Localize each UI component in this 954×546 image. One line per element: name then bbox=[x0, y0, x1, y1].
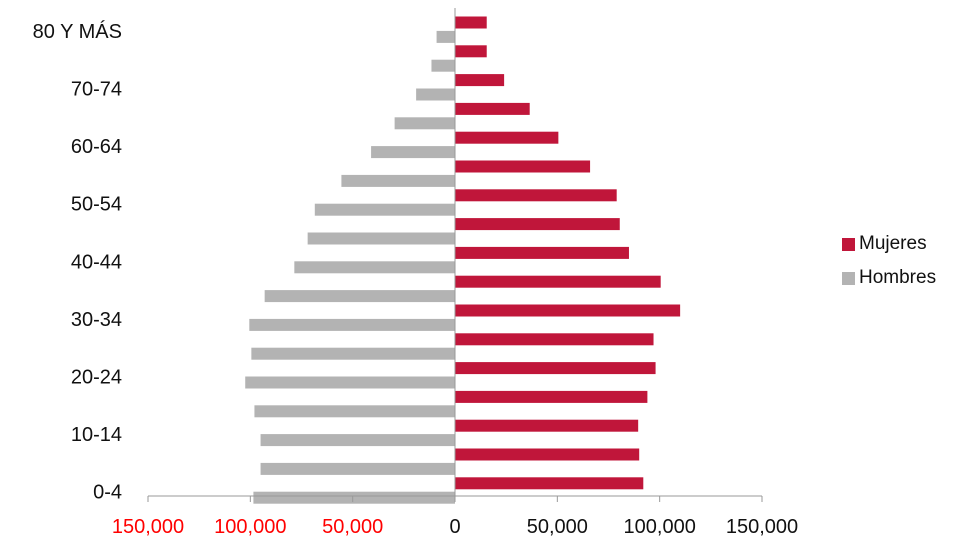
x-tick-label: 150,000 bbox=[112, 516, 184, 538]
y-tick-label: 20-24 bbox=[71, 367, 122, 389]
bar-mujeres-30-34 bbox=[455, 304, 681, 317]
y-tick-label: 10-14 bbox=[71, 424, 122, 446]
bar-hombres-0-4 bbox=[253, 491, 455, 504]
bar-mujeres-0-4 bbox=[455, 477, 644, 490]
legend-label-mujeres: Mujeres bbox=[859, 233, 927, 254]
axes-group bbox=[147, 8, 763, 502]
bar-mujeres-15-19 bbox=[455, 390, 648, 403]
bar-mujeres-25-29 bbox=[455, 333, 654, 346]
bar-mujeres-40-44 bbox=[455, 246, 629, 259]
y-tick-label: 80 Y MÁS bbox=[33, 20, 122, 43]
x-tick-label: 0 bbox=[449, 516, 460, 538]
legend-swatch-mujeres bbox=[842, 237, 855, 251]
bar-hombres-30-34 bbox=[249, 318, 455, 331]
legend-item-hombres: Hombres bbox=[842, 267, 937, 288]
x-tick-label: 100,000 bbox=[624, 516, 696, 538]
x-tick-label: 50,000 bbox=[527, 516, 588, 538]
bar-hombres-25-29 bbox=[251, 347, 455, 360]
legend-label-hombres: Hombres bbox=[859, 267, 937, 288]
bar-hombres-20-24 bbox=[245, 376, 455, 389]
bar-mujeres-80 Y MÁS bbox=[455, 16, 487, 29]
legend-item-mujeres: Mujeres bbox=[842, 233, 936, 254]
x-tick-label: 150,000 bbox=[726, 516, 798, 538]
bar-mujeres-45-49 bbox=[455, 218, 620, 231]
bar-hombres-40-44 bbox=[294, 261, 455, 274]
x-tick-label: 100,000 bbox=[214, 516, 286, 538]
bar-mujeres-10-14 bbox=[455, 419, 639, 432]
bar-mujeres-70-74 bbox=[455, 74, 505, 87]
bar-hombres-80 Y MÁS bbox=[436, 30, 455, 43]
bar-hombres-35-39 bbox=[264, 290, 455, 303]
bar-mujeres-75-79 bbox=[455, 45, 487, 58]
y-tick-label: 40-44 bbox=[71, 251, 122, 273]
bar-hombres-50-54 bbox=[314, 203, 455, 216]
bar-mujeres-60-64 bbox=[455, 131, 559, 144]
bars-group bbox=[245, 16, 681, 504]
bar-hombres-75-79 bbox=[431, 59, 455, 72]
bar-hombres-45-49 bbox=[307, 232, 455, 245]
legend: Mujeres Hombres bbox=[842, 233, 937, 302]
bar-hombres-5-9 bbox=[260, 462, 455, 475]
bar-mujeres-50-54 bbox=[455, 189, 617, 202]
bar-mujeres-35-39 bbox=[455, 275, 661, 288]
bar-hombres-15-19 bbox=[254, 405, 455, 418]
labels-group: 150,000 100,000 50,000 0 50,000 100,000 150,00… bbox=[33, 20, 798, 538]
bar-mujeres-55-59 bbox=[455, 160, 591, 173]
legend-swatch-hombres bbox=[842, 271, 855, 285]
bar-hombres-70-74 bbox=[416, 88, 455, 101]
bar-hombres-60-64 bbox=[371, 146, 455, 159]
y-tick-label: 0-4 bbox=[93, 482, 122, 504]
y-tick-label: 50-54 bbox=[71, 194, 122, 216]
bar-hombres-10-14 bbox=[260, 434, 455, 447]
bar-mujeres-20-24 bbox=[455, 362, 656, 375]
y-tick-label: 30-34 bbox=[71, 309, 122, 331]
bar-mujeres-5-9 bbox=[455, 448, 640, 461]
y-tick-label: 70-74 bbox=[71, 79, 122, 101]
bar-hombres-55-59 bbox=[341, 174, 455, 187]
x-tick-label: 50,000 bbox=[322, 516, 383, 538]
bar-hombres-65-69 bbox=[394, 117, 455, 130]
y-tick-label: 60-64 bbox=[71, 136, 122, 158]
bar-mujeres-65-69 bbox=[455, 102, 530, 115]
